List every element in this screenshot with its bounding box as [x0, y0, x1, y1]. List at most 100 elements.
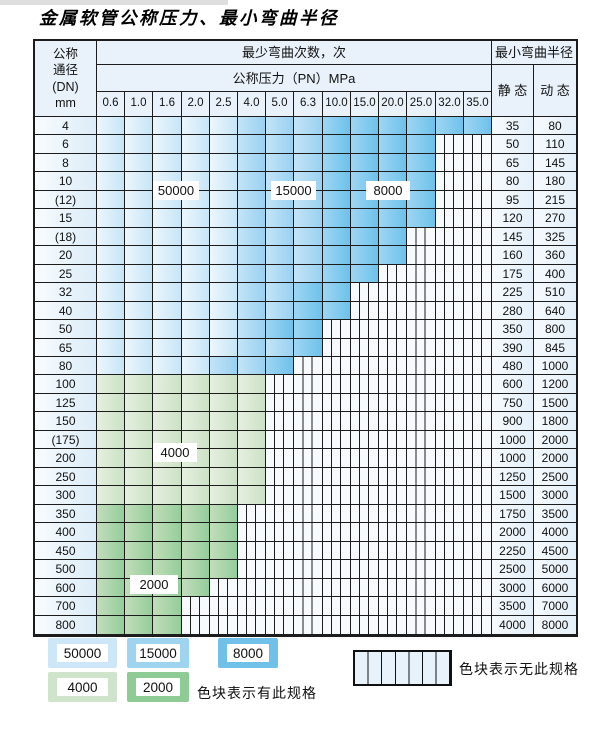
matrix-cell [97, 320, 125, 339]
matrix-cell [407, 394, 436, 412]
matrix-cell [210, 320, 238, 339]
matrix-cell [125, 468, 153, 486]
matrix-cell [182, 616, 210, 634]
matrix-cell [464, 560, 492, 579]
dn-cell: 40 [35, 302, 97, 320]
matrix-cell [182, 117, 210, 135]
matrix-cell [182, 228, 210, 246]
matrix-cell [266, 523, 294, 542]
matrix-cell [407, 579, 436, 597]
matrix-cell [97, 172, 125, 191]
matrix-cell [97, 394, 125, 412]
dn-cell: 80 [35, 357, 97, 375]
matrix-cell [210, 431, 238, 449]
matrix-cell [436, 283, 464, 302]
matrix-cell [97, 246, 125, 265]
matrix-cell [323, 135, 351, 154]
matrix-cell [125, 523, 153, 542]
matrix-cell [464, 412, 492, 431]
matrix-cell [323, 505, 351, 523]
matrix-cell [238, 579, 266, 597]
matrix-cell [153, 357, 182, 375]
matrix-cell [238, 283, 266, 302]
matrix-cell [125, 449, 153, 468]
matrix-cell [351, 486, 379, 505]
matrix-cell [351, 394, 379, 412]
matrix-cell [464, 357, 492, 375]
matrix-cell [379, 209, 407, 228]
matrix-cell [436, 172, 464, 191]
matrix-cell [182, 320, 210, 339]
legend-swatch-label: 2000 [136, 678, 180, 696]
matrix-cell [266, 117, 294, 135]
matrix-cell [238, 135, 266, 154]
matrix-cell [464, 228, 492, 246]
matrix-cell [351, 579, 379, 597]
matrix-cell [210, 449, 238, 468]
matrix-cell [97, 542, 125, 560]
matrix-cell [294, 431, 323, 449]
matrix-cell [379, 431, 407, 449]
matrix-cell [266, 135, 294, 154]
matrix-cell [210, 505, 238, 523]
dynamic-value-cell: 2000 [534, 431, 576, 449]
dn-cell: (12) [35, 191, 97, 209]
matrix-cell [323, 357, 351, 375]
matrix-cell [266, 468, 294, 486]
legend-has-spec-caption: 色块表示有此规格 [197, 685, 317, 701]
matrix-cell [351, 228, 379, 246]
matrix-cell [294, 394, 323, 412]
matrix-cell [407, 486, 436, 505]
matrix-cell [323, 320, 351, 339]
matrix-cell [125, 283, 153, 302]
matrix-cell [125, 597, 153, 616]
matrix-cell [464, 302, 492, 320]
matrix-cell [464, 320, 492, 339]
dynamic-value-cell: 4500 [534, 542, 576, 560]
dynamic-value-cell: 325 [534, 228, 576, 246]
matrix-cell [379, 468, 407, 486]
matrix-cell [182, 246, 210, 265]
matrix-cell [294, 412, 323, 431]
matrix-cell [182, 394, 210, 412]
matrix-cell [97, 228, 125, 246]
matrix-cell [323, 154, 351, 172]
dynamic-value-cell: 3000 [534, 486, 576, 505]
static-value-cell: 50 [492, 135, 534, 154]
matrix-cell [97, 191, 125, 209]
pressure-tick: 1.0 [125, 92, 153, 117]
matrix-cell [125, 154, 153, 172]
matrix-cell [407, 505, 436, 523]
matrix-cell [407, 357, 436, 375]
matrix-cell [97, 523, 125, 542]
matrix-cell [153, 412, 182, 431]
dynamic-value-cell: 2000 [534, 449, 576, 468]
matrix-cell [351, 246, 379, 265]
pressure-tick: 1.6 [153, 92, 182, 117]
matrix-cell [323, 302, 351, 320]
matrix-cell [436, 505, 464, 523]
matrix-cell [436, 579, 464, 597]
legend-swatch-label: 4000 [57, 678, 108, 696]
matrix-cell [153, 394, 182, 412]
matrix-cell [238, 449, 266, 468]
dynamic-value-cell: 4000 [534, 523, 576, 542]
matrix-cell [238, 505, 266, 523]
matrix-cell [266, 265, 294, 283]
matrix-cell [323, 560, 351, 579]
matrix-cell [238, 486, 266, 505]
matrix-cell [210, 302, 238, 320]
matrix-cell [266, 486, 294, 505]
matrix-cell [464, 394, 492, 412]
matrix-cell [323, 283, 351, 302]
matrix-cell [266, 560, 294, 579]
matrix-cell [125, 320, 153, 339]
matrix-cell [323, 412, 351, 431]
matrix-cell [238, 468, 266, 486]
matrix-cell [407, 375, 436, 394]
static-value-cell: 750 [492, 394, 534, 412]
matrix-cell [323, 117, 351, 135]
matrix-cell [464, 431, 492, 449]
matrix-cell [379, 597, 407, 616]
matrix-cell [351, 431, 379, 449]
